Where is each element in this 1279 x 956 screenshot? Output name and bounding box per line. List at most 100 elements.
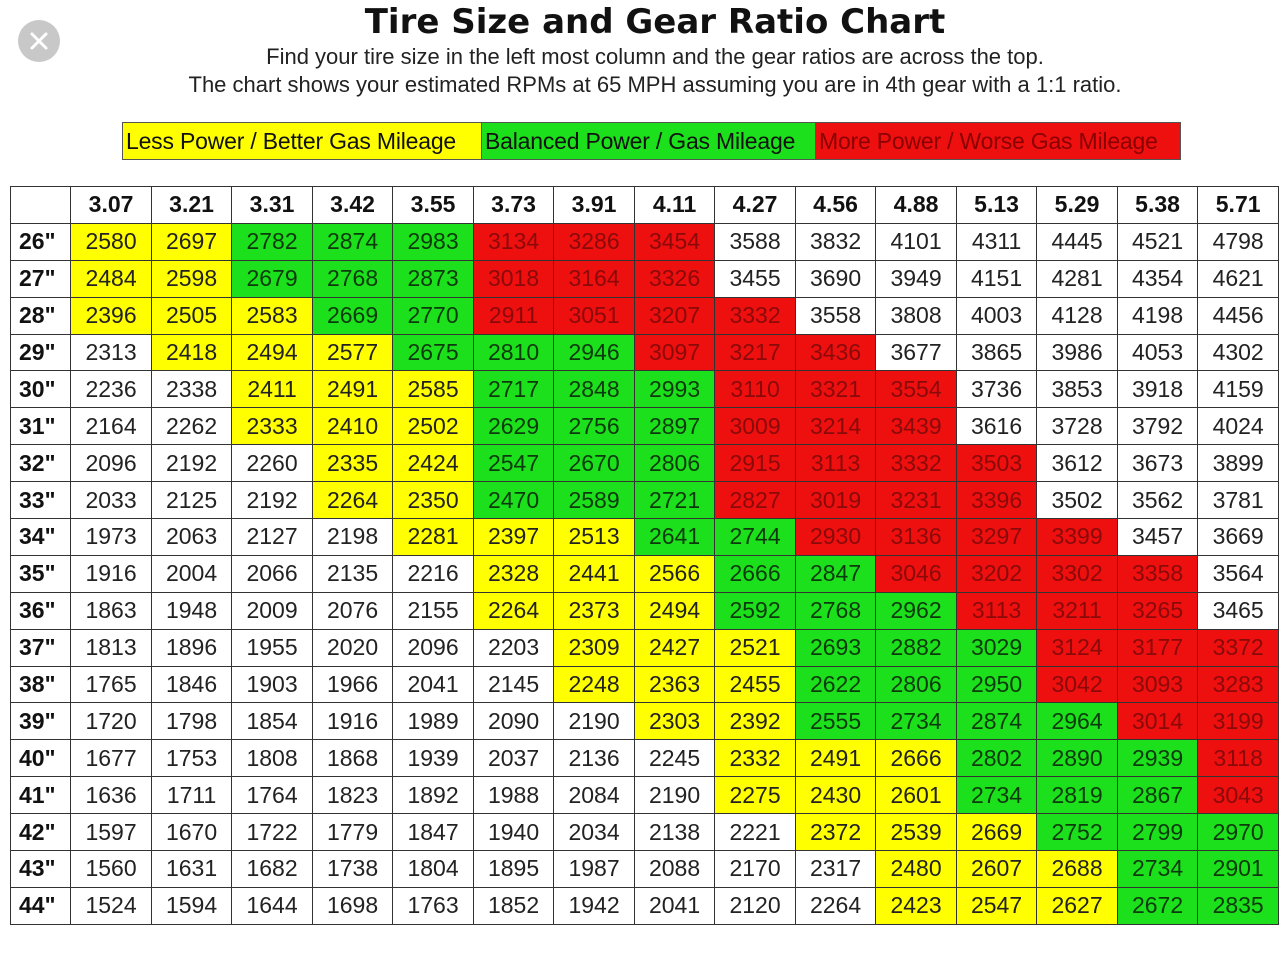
- tire-size-label: 44": [9, 886, 72, 925]
- rpm-cell: 4445: [1036, 222, 1118, 261]
- table-row: 40" 1677 1753 1808 1868 1939 2037 2136 2245 2332 2…: [9, 739, 1279, 778]
- rpm-cell: 2915: [714, 444, 796, 483]
- table-row: 32" 2096 2192 2260 2335 2424 2547 2670 2806 2915 3…: [9, 444, 1279, 483]
- rpm-table: 3.07 3.21 3.31 3.42 3.55 3.73 3.91 4.11 4.27 4.56…: [9, 186, 1279, 925]
- rpm-cell: 2441: [553, 554, 635, 593]
- rpm-cell: 3986: [1036, 333, 1118, 372]
- rpm-cell: 2555: [794, 702, 877, 741]
- rpm-cell: 2897: [633, 407, 716, 446]
- rpm-cell: 1636: [70, 776, 152, 815]
- rpm-cell: 3134: [472, 222, 555, 261]
- rpm-cell: 3302: [1036, 554, 1118, 593]
- rpm-cell: 3562: [1116, 481, 1199, 520]
- rpm-cell: 2847: [794, 554, 877, 593]
- rpm-cell: 2350: [392, 481, 474, 520]
- rpm-cell: 2964: [1036, 702, 1118, 741]
- rpm-cell: 3865: [955, 333, 1038, 372]
- rpm-cell: 2313: [70, 333, 152, 372]
- rpm-cell: 3046: [875, 554, 957, 593]
- tire-size-label: 26": [9, 222, 72, 261]
- gear-ratio-header: 3.42: [311, 186, 394, 224]
- rpm-cell: 3673: [1116, 444, 1199, 483]
- rpm-cell: 3832: [794, 222, 877, 261]
- rpm-cell: 3093: [1116, 665, 1199, 704]
- rpm-cell: 2491: [794, 739, 877, 778]
- rpm-cell: 3211: [1036, 591, 1118, 630]
- rpm-cell: 4302: [1197, 333, 1279, 372]
- rpm-cell: 1779: [311, 813, 394, 852]
- tire-size-label: 43": [9, 850, 72, 888]
- rpm-cell: 1916: [311, 702, 394, 741]
- rpm-cell: 2494: [633, 591, 716, 630]
- rpm-cell: 3113: [955, 591, 1038, 630]
- rpm-cell: 3728: [1036, 407, 1118, 446]
- rpm-cell: 2505: [150, 296, 233, 335]
- rpm-cell: 2020: [311, 628, 394, 667]
- rpm-cell: 2076: [311, 591, 394, 630]
- rpm-cell: 2810: [472, 333, 555, 372]
- rpm-cell: 1698: [311, 886, 394, 925]
- rpm-cell: 1892: [392, 776, 474, 815]
- table-row: 26" 2580 2697 2782 2874 2983 3134 3286 3454 3588 3…: [9, 222, 1279, 261]
- rpm-cell: 2666: [714, 554, 796, 593]
- rpm-cell: 2598: [150, 259, 233, 298]
- rpm-cell: 4151: [955, 259, 1038, 298]
- rpm-cell: 2245: [633, 739, 716, 778]
- table-row: 39" 1720 1798 1854 1916 1989 2090 2190 2303 2392 2…: [9, 702, 1279, 741]
- table-row: 30" 2236 2338 2411 2491 2585 2717 2848 2993 3110 3…: [9, 370, 1279, 409]
- rpm-cell: 2203: [472, 628, 555, 667]
- chart-subtitle-line1: Find your tire size in the left most col…: [266, 44, 1044, 69]
- rpm-cell: 3207: [633, 296, 716, 335]
- rpm-cell: 2513: [553, 518, 635, 556]
- rpm-cell: 4159: [1197, 370, 1279, 409]
- rpm-cell: 3286: [553, 222, 635, 261]
- gear-ratio-header: 4.56: [794, 186, 877, 224]
- gear-ratio-header: 3.55: [392, 186, 474, 224]
- rpm-cell: 2127: [231, 518, 313, 556]
- rpm-cell: 2145: [472, 665, 555, 704]
- rpm-cell: 4354: [1116, 259, 1199, 298]
- tire-size-label: 42": [9, 813, 72, 852]
- rpm-cell: 3372: [1197, 628, 1279, 667]
- rpm-cell: 1738: [311, 850, 394, 888]
- rpm-cell: 2004: [150, 554, 233, 593]
- rpm-cell: 1631: [150, 850, 233, 888]
- rpm-cell: 2396: [70, 296, 152, 335]
- chart-title: Tire Size and Gear Ratio Chart: [364, 2, 946, 42]
- rpm-cell: 3097: [633, 333, 716, 372]
- rpm-cell: 1948: [150, 591, 233, 630]
- rpm-cell: 2782: [231, 222, 313, 261]
- rpm-cell: 2410: [311, 407, 394, 446]
- rpm-cell: 3808: [875, 296, 957, 335]
- rpm-cell: 2041: [633, 886, 716, 925]
- rpm-cell: 2734: [955, 776, 1038, 815]
- rpm-cell: 2281: [392, 518, 474, 556]
- close-button[interactable]: [18, 20, 60, 62]
- table-row: 37" 1813 1896 1955 2020 2096 2203 2309 2427 2521 2…: [9, 628, 1279, 667]
- gear-ratio-header: 4.11: [633, 186, 716, 224]
- rpm-cell: 4456: [1197, 296, 1279, 335]
- rpm-cell: 4128: [1036, 296, 1118, 335]
- tire-size-label: 38": [9, 665, 72, 704]
- rpm-cell: 2491: [311, 370, 394, 409]
- tire-size-label: 33": [9, 481, 72, 520]
- rpm-cell: 2033: [70, 481, 152, 520]
- rpm-cell: 2693: [794, 628, 877, 667]
- rpm-cell: 2373: [553, 591, 635, 630]
- rpm-cell: 2867: [1116, 776, 1199, 815]
- tire-size-label: 27": [9, 259, 72, 298]
- rpm-cell: 2136: [553, 739, 635, 778]
- rpm-cell: 1720: [70, 702, 152, 741]
- rpm-cell: 2873: [392, 259, 474, 298]
- rpm-cell: 2566: [633, 554, 716, 593]
- rpm-cell: 1804: [392, 850, 474, 888]
- rpm-cell: 2041: [392, 665, 474, 704]
- rpm-cell: 2756: [553, 407, 635, 446]
- rpm-cell: 2423: [875, 886, 957, 925]
- rpm-cell: 2827: [714, 481, 796, 520]
- rpm-cell: 2799: [1116, 813, 1199, 852]
- rpm-cell: 3564: [1197, 554, 1279, 593]
- rpm-cell: 2882: [875, 628, 957, 667]
- rpm-cell: 1764: [231, 776, 313, 815]
- rpm-cell: 2589: [553, 481, 635, 520]
